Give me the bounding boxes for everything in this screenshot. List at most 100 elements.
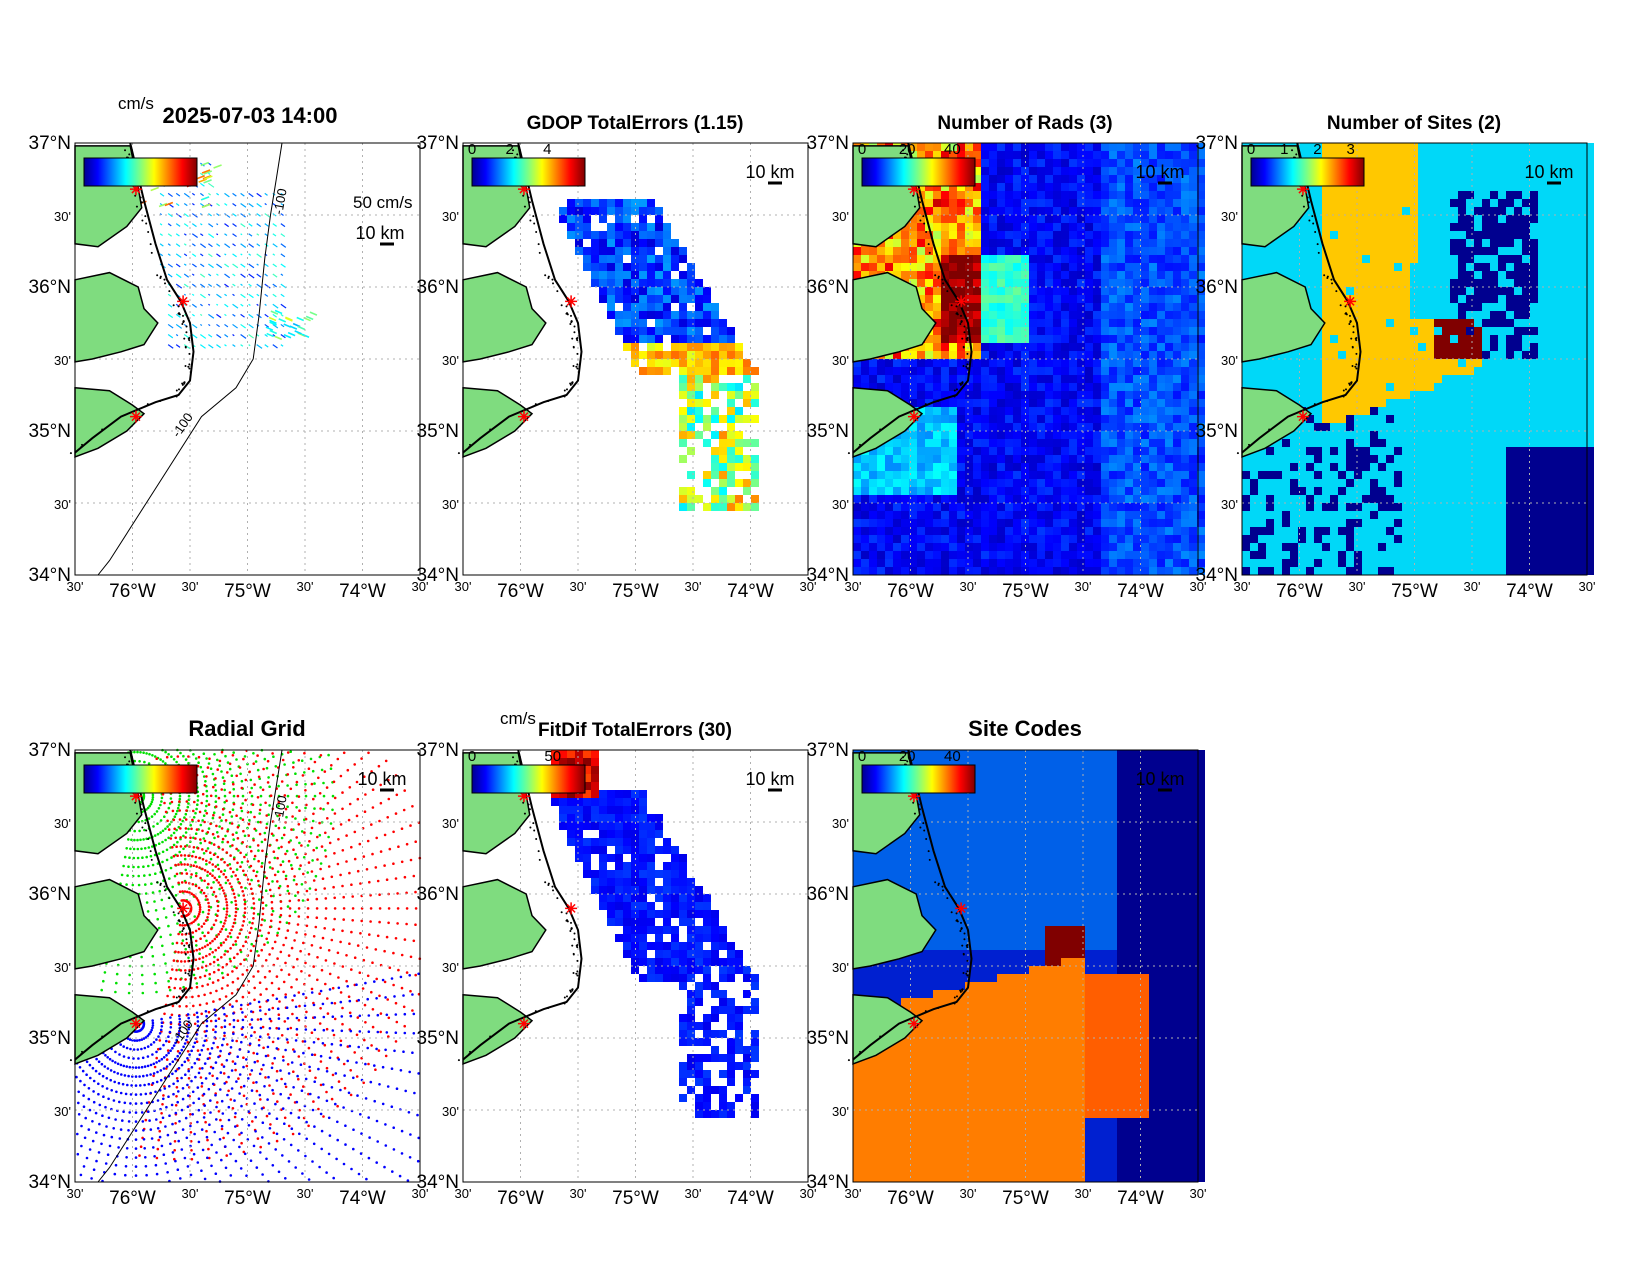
grid-cell [1197,183,1205,191]
grid-cell [655,255,663,263]
grid-cell [1578,391,1586,399]
grid-cell [687,367,695,375]
current-vector [280,293,285,298]
grid-cell [1037,383,1045,391]
grid-cell [1370,359,1378,367]
grid-cell [1181,447,1189,455]
grid-cell [599,263,607,271]
grid-cell [1394,207,1402,215]
grid-cell [973,335,981,343]
coast-speck [959,322,962,325]
grid-cell [997,543,1005,551]
grid-cell [719,327,727,335]
grid-cell [679,319,687,327]
grid-cell [901,543,909,551]
grid-cell [1141,231,1149,239]
current-vector [256,293,260,297]
grid-cell [1197,559,1205,567]
grid-cell [1093,303,1101,311]
grid-cell [1386,143,1394,151]
grid-cell [957,287,965,295]
coast-speck [906,153,909,156]
grid-cell [727,359,735,367]
grid-cell [1037,407,1045,415]
grid-cell [909,151,917,159]
grid-cell [1005,263,1013,271]
grid-cell [695,399,703,407]
grid-cell [853,271,861,279]
grid-cell [1173,527,1181,535]
grid-cell [1061,343,1069,351]
grid-cell [1442,399,1450,407]
current-vector [232,263,239,269]
grid-cell [1005,503,1013,511]
grid-cell [1093,271,1101,279]
grid-cell [1298,223,1306,231]
grid-cell [949,383,957,391]
grid-cell [1005,199,1013,207]
grid-cell [1005,335,1013,343]
grid-cell [1538,359,1546,367]
grid-cell [623,303,631,311]
grid-cell [1101,479,1109,487]
grid-cell [901,439,909,447]
grid-cell [973,407,981,415]
grid-cell [1522,391,1530,399]
grid-cell [1330,279,1338,287]
grid-cell [1149,479,1157,487]
grid-cell [1458,327,1466,335]
grid-cell [711,311,719,319]
current-vector [159,243,164,247]
grid-cell [1173,303,1181,311]
grid-cell [1530,399,1538,407]
lon-tick-label: 30' [685,579,702,594]
grid-cell [623,263,631,271]
grid-cell [1093,279,1101,287]
grid-cell [1149,351,1157,359]
grid-cell [1522,175,1530,183]
grid-cell [933,415,941,423]
grid-cell [1530,303,1538,311]
grid-cell [1554,215,1562,223]
grid-cell [965,399,973,407]
grid-cell [1077,271,1085,279]
grid-cell [1314,383,1322,391]
grid-cell [1338,143,1346,151]
grid-cell [1125,159,1133,167]
grid-cell [695,431,703,439]
grid-cell [1458,335,1466,343]
grid-cell [997,143,1005,151]
grid-cell [1546,327,1554,335]
lon-tick-label: 30' [297,579,314,594]
coast-speck [533,222,536,225]
grid-cell [981,567,989,575]
grid-cell [1029,263,1037,271]
grid-cell [1354,223,1362,231]
grid-cell [1061,543,1069,551]
grid-cell [695,391,703,399]
grid-cell [1274,359,1282,367]
grid-cell [719,463,727,471]
grid-cell [1197,487,1205,495]
grid-cell [1314,351,1322,359]
lon-tick-label: 30' [67,579,84,594]
grid-cell [639,287,647,295]
current-vector [232,202,237,207]
grid-cell [933,407,941,415]
grid-cell [1322,375,1330,383]
grid-cell [1189,367,1197,375]
grid-cell [1069,239,1077,247]
grid-cell [1157,183,1165,191]
grid-cell [989,559,997,567]
lon-tick-label: 30' [960,579,977,594]
grid-cell [711,343,719,351]
grid-cell [1133,527,1141,535]
grid-cell [1077,367,1085,375]
grid-cell [1546,303,1554,311]
grid-cell [1586,263,1594,271]
current-vector [248,323,254,329]
isobath-line [97,142,283,576]
grid-cell [1322,287,1330,295]
grid-cell [1005,375,1013,383]
grid-cell [1061,183,1069,191]
